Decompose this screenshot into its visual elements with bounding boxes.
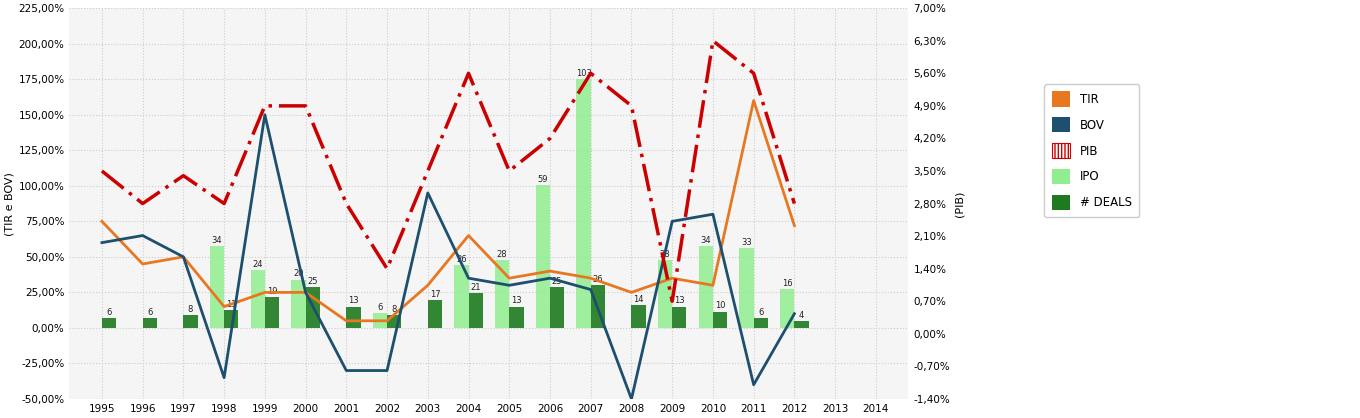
- Bar: [373, 314, 388, 328]
- Bar: [699, 246, 713, 328]
- Text: 28: 28: [496, 250, 507, 259]
- Text: 6: 6: [377, 303, 382, 312]
- Bar: [509, 306, 524, 328]
- Text: 8: 8: [392, 305, 397, 314]
- Text: 28: 28: [660, 250, 670, 259]
- Text: 6: 6: [147, 308, 152, 317]
- Bar: [184, 315, 197, 328]
- Text: 24: 24: [253, 260, 262, 269]
- Bar: [388, 315, 401, 328]
- Bar: [224, 310, 238, 328]
- Text: 26: 26: [456, 255, 466, 264]
- Text: 26: 26: [593, 275, 604, 284]
- Bar: [536, 186, 549, 328]
- Text: 21: 21: [471, 283, 481, 292]
- Text: 10: 10: [715, 301, 725, 311]
- Y-axis label: (PIB): (PIB): [955, 190, 964, 217]
- Text: 13: 13: [675, 296, 684, 306]
- Bar: [740, 248, 753, 328]
- Bar: [250, 270, 265, 328]
- Bar: [306, 287, 320, 328]
- Text: 16: 16: [782, 279, 793, 288]
- Text: 103: 103: [575, 69, 592, 78]
- Bar: [347, 306, 360, 328]
- Text: 34: 34: [212, 236, 222, 245]
- Bar: [143, 318, 156, 328]
- Bar: [713, 311, 728, 328]
- Text: 34: 34: [700, 236, 711, 245]
- Text: 14: 14: [634, 295, 643, 304]
- Bar: [428, 300, 442, 328]
- Bar: [794, 321, 809, 328]
- Text: 33: 33: [741, 238, 752, 247]
- Text: 8: 8: [188, 305, 193, 314]
- Bar: [658, 260, 672, 328]
- Text: 11: 11: [226, 300, 237, 309]
- Bar: [549, 287, 564, 328]
- Legend: TIR, BOV, PIB, IPO, # DEALS: TIR, BOV, PIB, IPO, # DEALS: [1044, 84, 1138, 217]
- Bar: [672, 306, 687, 328]
- Bar: [469, 293, 483, 328]
- Text: 19: 19: [267, 287, 277, 296]
- Bar: [291, 280, 306, 328]
- Text: 25: 25: [552, 277, 563, 286]
- Text: 4: 4: [798, 311, 804, 320]
- Bar: [631, 305, 646, 328]
- Bar: [753, 318, 768, 328]
- Bar: [102, 318, 116, 328]
- Text: 17: 17: [430, 290, 441, 299]
- Bar: [454, 265, 469, 328]
- Text: 25: 25: [307, 277, 318, 286]
- Text: 13: 13: [511, 296, 522, 306]
- Bar: [781, 289, 794, 328]
- Text: 6: 6: [106, 308, 112, 317]
- Text: 13: 13: [348, 296, 359, 306]
- Text: 20: 20: [294, 270, 303, 278]
- Bar: [265, 297, 279, 328]
- Text: 6: 6: [758, 308, 763, 317]
- Y-axis label: (TIR e BOV): (TIR e BOV): [4, 172, 14, 235]
- Bar: [495, 260, 509, 328]
- Bar: [590, 285, 605, 328]
- Bar: [577, 79, 590, 328]
- Text: 59: 59: [537, 175, 548, 184]
- Bar: [209, 246, 224, 328]
